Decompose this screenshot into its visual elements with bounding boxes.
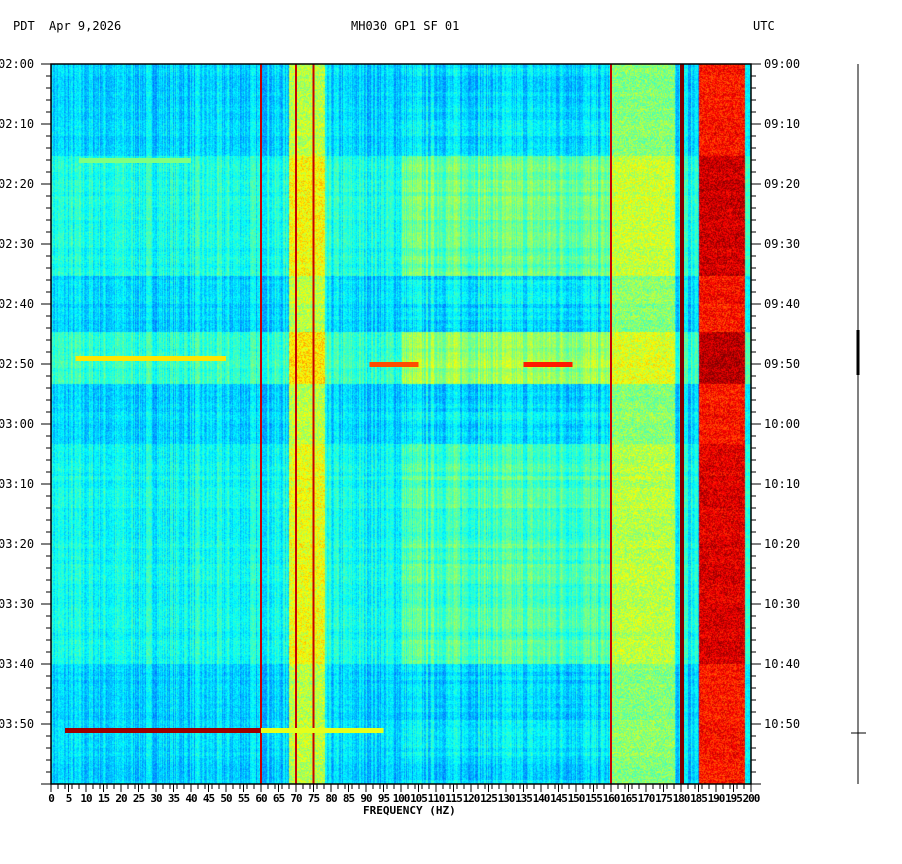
x-tick-label: 200 xyxy=(742,792,761,805)
x-tick-label: 0 xyxy=(48,792,55,805)
left-time-label: 02:10 xyxy=(0,117,35,131)
x-tick-label: 50 xyxy=(220,792,232,805)
event-2 xyxy=(369,362,419,367)
x-tick-label: 105 xyxy=(410,792,428,805)
x-axis-label: FREQUENCY (HZ) xyxy=(363,804,456,817)
x-tick-label: 135 xyxy=(515,792,533,805)
x-tick-label: 35 xyxy=(167,792,180,805)
right-time-label: 10:30 xyxy=(764,597,801,611)
right-time-label: 09:00 xyxy=(764,57,801,71)
x-tick-label: 15 xyxy=(97,792,110,805)
x-tick-label: 85 xyxy=(342,792,355,805)
right-time-label: 09:50 xyxy=(764,357,801,371)
x-tick-label: 125 xyxy=(480,792,498,805)
left-time-label: 03:00 xyxy=(0,417,35,431)
event-5 xyxy=(261,728,384,733)
x-tick-label: 130 xyxy=(497,792,516,805)
station-title: MH030 GP1 SF 01 xyxy=(351,19,460,33)
x-tick-label: 180 xyxy=(672,792,691,805)
right-time-label: 10:50 xyxy=(764,717,801,731)
x-tick-label: 160 xyxy=(602,792,621,805)
left-time-label: 03:50 xyxy=(0,717,35,731)
x-tick-label: 95 xyxy=(377,792,390,805)
persistent-line-70hz xyxy=(295,64,297,784)
x-tick-label: 30 xyxy=(150,792,162,805)
x-tick-label: 185 xyxy=(690,792,708,805)
x-tick-label: 10 xyxy=(80,792,92,805)
left-time-label: 03:20 xyxy=(0,537,35,551)
x-tick-label: 155 xyxy=(585,792,603,805)
x-tick-label: 20 xyxy=(115,792,127,805)
spectrogram-heatmap xyxy=(51,64,751,784)
right-time-label: 10:20 xyxy=(764,537,801,551)
x-tick-label: 140 xyxy=(532,792,551,805)
x-tick-label: 5 xyxy=(65,792,73,805)
event-4 xyxy=(65,728,261,733)
left-timezone: PDT xyxy=(13,19,35,33)
plot-frame xyxy=(50,63,752,785)
event-1 xyxy=(75,356,226,361)
left-time-label: 02:40 xyxy=(0,297,35,311)
persistent-line-180hz xyxy=(680,64,684,784)
event-0 xyxy=(79,158,191,163)
left-time-label: 03:30 xyxy=(0,597,35,611)
x-tick-label: 55 xyxy=(237,792,250,805)
x-tick-label: 45 xyxy=(202,792,215,805)
x-tick-label: 195 xyxy=(725,792,743,805)
event-3 xyxy=(523,362,573,367)
x-tick-label: 120 xyxy=(462,792,481,805)
x-tick-label: 115 xyxy=(445,792,463,805)
x-tick-label: 80 xyxy=(325,792,337,805)
left-time-label: 02:30 xyxy=(0,237,35,251)
persistent-line-75hz xyxy=(312,64,315,784)
x-tick-label: 110 xyxy=(427,792,446,805)
x-tick-label: 170 xyxy=(637,792,656,805)
right-time-label: 09:20 xyxy=(764,177,801,191)
x-tick-label: 75 xyxy=(307,792,320,805)
x-tick-label: 100 xyxy=(392,792,411,805)
x-tick-label: 165 xyxy=(620,792,638,805)
persistent-line-60hz xyxy=(260,64,262,784)
right-time-label: 09:30 xyxy=(764,237,801,251)
seismogram-burst xyxy=(856,330,860,375)
x-tick-label: 70 xyxy=(290,792,302,805)
right-time-label: 10:40 xyxy=(764,657,801,671)
x-tick-label: 40 xyxy=(185,792,197,805)
x-tick-label: 25 xyxy=(132,792,145,805)
left-time-label: 02:00 xyxy=(0,57,35,71)
x-tick-label: 60 xyxy=(255,792,267,805)
x-tick-label: 65 xyxy=(272,792,285,805)
left-time-label: 03:10 xyxy=(0,477,35,491)
left-time-label: 02:20 xyxy=(0,177,35,191)
right-timezone: UTC xyxy=(753,19,775,33)
persistent-line-160hz xyxy=(610,64,612,784)
date-label: Apr 9,2026 xyxy=(49,19,122,33)
right-time-label: 09:40 xyxy=(764,297,801,311)
x-tick-label: 145 xyxy=(550,792,568,805)
x-tick-label: 150 xyxy=(567,792,586,805)
x-tick-label: 175 xyxy=(655,792,673,805)
x-tick-label: 90 xyxy=(360,792,372,805)
x-tick-label: 190 xyxy=(707,792,726,805)
left-time-label: 02:50 xyxy=(0,357,35,371)
left-time-label: 03:40 xyxy=(0,657,35,671)
right-time-label: 10:00 xyxy=(764,417,801,431)
right-time-label: 09:10 xyxy=(764,117,801,131)
right-time-label: 10:10 xyxy=(764,477,801,491)
